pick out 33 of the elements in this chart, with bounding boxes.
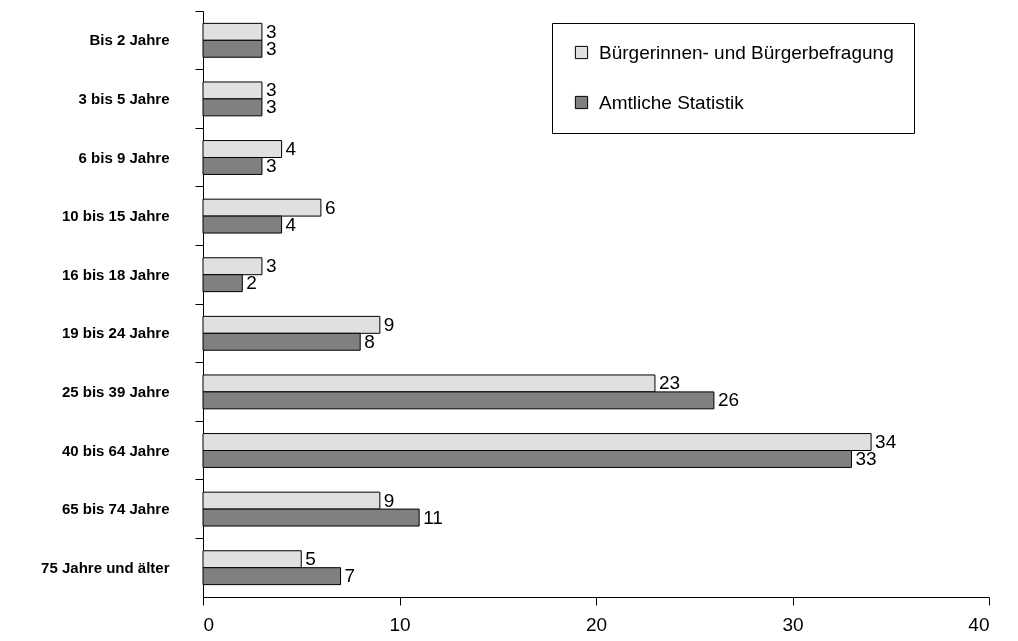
y-tick-label: Bis 2 Jahre <box>89 31 170 49</box>
y-tick-label: 75 Jahre und älter <box>41 558 170 576</box>
x-tick-label: 10 <box>389 613 411 635</box>
data-label: 34 <box>875 431 897 453</box>
legend-label: Bürgerinnen- und Bürgerbefragung <box>599 41 894 63</box>
data-label: 11 <box>423 506 443 528</box>
x-tick-label: 20 <box>585 613 608 635</box>
data-label: 9 <box>383 313 395 335</box>
legend-label: Amtliche Statistik <box>599 91 745 113</box>
data-label: 33 <box>855 447 877 469</box>
x-tick-label: 40 <box>968 613 990 635</box>
data-label: 8 <box>364 330 375 352</box>
data-label: 3 <box>265 154 277 176</box>
data-label: 4 <box>285 138 297 160</box>
data-label: 5 <box>305 548 316 570</box>
y-tick-label: 65 bis 74 Jahre <box>61 500 170 518</box>
y-tick-label: 16 bis 18 Jahre <box>61 265 170 283</box>
data-label: 4 <box>285 213 297 235</box>
data-label: 3 <box>265 255 277 277</box>
data-label: 6 <box>324 196 336 218</box>
data-label: 9 <box>383 489 395 511</box>
y-tick-label: 40 bis 64 Jahre <box>61 441 170 459</box>
y-tick-label: 6 bis 9 Jahre <box>78 148 170 166</box>
y-tick-label: 25 bis 39 Jahre <box>61 382 170 400</box>
y-tick-label: 3 bis 5 Jahre <box>78 89 170 107</box>
y-tick-label: 10 bis 15 Jahre <box>61 207 170 225</box>
y-tick-label: 19 bis 24 Jahre <box>61 324 170 342</box>
x-tick-label: 30 <box>782 613 804 635</box>
x-tick-label: 0 <box>203 613 215 635</box>
data-label: 2 <box>246 272 257 294</box>
data-label: 7 <box>344 565 356 587</box>
data-label: 23 <box>658 372 681 394</box>
data-label: 26 <box>717 389 740 411</box>
